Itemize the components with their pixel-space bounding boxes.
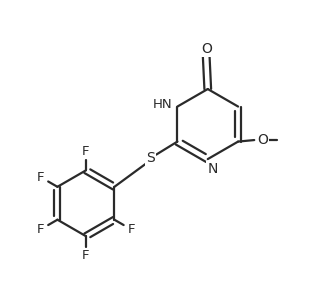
Text: F: F [82, 145, 90, 158]
Text: O: O [257, 133, 268, 147]
Text: F: F [37, 171, 44, 184]
Text: S: S [146, 151, 155, 165]
Text: F: F [127, 223, 135, 236]
Text: F: F [37, 223, 44, 236]
Text: N: N [207, 162, 218, 176]
Text: F: F [82, 249, 90, 262]
Text: HN: HN [153, 98, 173, 110]
Text: O: O [201, 42, 212, 55]
